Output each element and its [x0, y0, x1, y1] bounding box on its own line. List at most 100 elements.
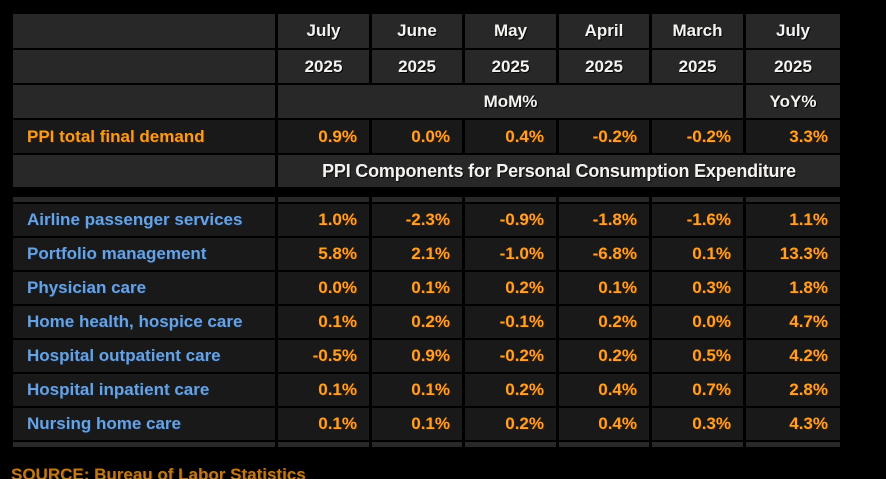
month-header-row: July June May April March July — [13, 14, 840, 50]
year-header: 2025 — [278, 50, 372, 85]
table-row: Hospital inpatient care 0.1% 0.1% 0.2% 0… — [13, 374, 840, 408]
table-row: Physician care 0.0% 0.1% 0.2% 0.1% 0.3% … — [13, 272, 840, 306]
cell-value: 0.2% — [465, 272, 559, 306]
cell-value: 4.7% — [746, 306, 840, 340]
period-header-row: MoM% YoY% — [13, 85, 840, 120]
cell-value: 5.8% — [278, 238, 372, 272]
cell-value: -1.6% — [652, 204, 746, 238]
spacer-cell — [13, 442, 278, 449]
row-label: Airline passenger services — [13, 204, 278, 238]
source-caption: SOURCE: Bureau of Labor Statistics — [11, 465, 306, 479]
cell-value: 13.3% — [746, 238, 840, 272]
cell-value: 0.1% — [652, 238, 746, 272]
table-row: Home health, hospice care 0.1% 0.2% -0.1… — [13, 306, 840, 340]
table-row: Hospital outpatient care -0.5% 0.9% -0.2… — [13, 340, 840, 374]
total-value: 0.4% — [465, 120, 559, 155]
cell-value: 0.1% — [559, 272, 652, 306]
month-header: June — [372, 14, 465, 50]
table-row: Portfolio management 5.8% 2.1% -1.0% -6.… — [13, 238, 840, 272]
spacer-cell — [372, 197, 465, 204]
spacer-cell — [465, 197, 559, 204]
row-label: Hospital outpatient care — [13, 340, 278, 374]
row-label: Hospital inpatient care — [13, 374, 278, 408]
row-label: Nursing home care — [13, 408, 278, 442]
cell-value: 0.3% — [652, 272, 746, 306]
cell-value: 2.1% — [372, 238, 465, 272]
cell-value: 0.0% — [278, 272, 372, 306]
corner-cell — [13, 14, 278, 50]
total-value: 0.0% — [372, 120, 465, 155]
cell-value: 0.9% — [372, 340, 465, 374]
cell-value: 0.0% — [652, 306, 746, 340]
gap-cell — [13, 189, 840, 197]
cell-value: -1.0% — [465, 238, 559, 272]
cell-value: -2.3% — [372, 204, 465, 238]
cell-value: -0.9% — [465, 204, 559, 238]
corner-cell — [13, 50, 278, 85]
cell-value: 2.8% — [746, 374, 840, 408]
spacer-cell — [652, 442, 746, 449]
year-header: 2025 — [465, 50, 559, 85]
cell-value: 0.5% — [652, 340, 746, 374]
cell-value: 0.4% — [559, 408, 652, 442]
section-header: PPI Components for Personal Consumption … — [278, 155, 840, 189]
spacer-row-bottom — [13, 442, 840, 449]
gap-row — [13, 189, 840, 197]
cell-value: 0.2% — [372, 306, 465, 340]
spacer-cell — [559, 197, 652, 204]
spacer-cell — [13, 197, 278, 204]
corner-cell — [13, 85, 278, 120]
section-header-row: PPI Components for Personal Consumption … — [13, 155, 840, 189]
cell-value: 1.0% — [278, 204, 372, 238]
cell-value: 0.2% — [559, 306, 652, 340]
spacer-cell — [559, 442, 652, 449]
mom-header: MoM% — [278, 85, 746, 120]
total-value: -0.2% — [559, 120, 652, 155]
row-label: Home health, hospice care — [13, 306, 278, 340]
cell-value: 0.1% — [372, 374, 465, 408]
cell-value: 1.8% — [746, 272, 840, 306]
cell-value: 0.1% — [278, 408, 372, 442]
row-label: Physician care — [13, 272, 278, 306]
table-row: Nursing home care 0.1% 0.1% 0.2% 0.4% 0.… — [13, 408, 840, 442]
month-header: March — [652, 14, 746, 50]
cell-value: 0.1% — [278, 374, 372, 408]
cell-value: 4.2% — [746, 340, 840, 374]
total-value: 3.3% — [746, 120, 840, 155]
corner-cell — [13, 155, 278, 189]
cell-value: 4.3% — [746, 408, 840, 442]
spacer-row — [13, 197, 840, 204]
cell-value: -0.2% — [465, 340, 559, 374]
cell-value: 0.2% — [559, 340, 652, 374]
cell-value: 0.4% — [559, 374, 652, 408]
year-header: 2025 — [652, 50, 746, 85]
cell-value: 0.7% — [652, 374, 746, 408]
spacer-cell — [652, 197, 746, 204]
month-header: July — [278, 14, 372, 50]
cell-value: 1.1% — [746, 204, 840, 238]
total-value: -0.2% — [652, 120, 746, 155]
table-row: Airline passenger services 1.0% -2.3% -0… — [13, 204, 840, 238]
cell-value: -0.5% — [278, 340, 372, 374]
month-header: July — [746, 14, 840, 50]
month-header: April — [559, 14, 652, 50]
ppi-data-table: July June May April March July 2025 2025… — [13, 14, 840, 449]
total-row: PPI total final demand 0.9% 0.0% 0.4% -0… — [13, 120, 840, 155]
cell-value: 0.3% — [652, 408, 746, 442]
year-header-row: 2025 2025 2025 2025 2025 2025 — [13, 50, 840, 85]
spacer-cell — [278, 442, 372, 449]
cell-value: -1.8% — [559, 204, 652, 238]
month-header: May — [465, 14, 559, 50]
row-label: Portfolio management — [13, 238, 278, 272]
cell-value: 0.2% — [465, 408, 559, 442]
spacer-cell — [746, 197, 840, 204]
cell-value: 0.2% — [465, 374, 559, 408]
year-header: 2025 — [372, 50, 465, 85]
total-value: 0.9% — [278, 120, 372, 155]
total-row-label: PPI total final demand — [13, 120, 278, 155]
spacer-cell — [465, 442, 559, 449]
spacer-cell — [372, 442, 465, 449]
spacer-cell — [278, 197, 372, 204]
cell-value: -0.1% — [465, 306, 559, 340]
